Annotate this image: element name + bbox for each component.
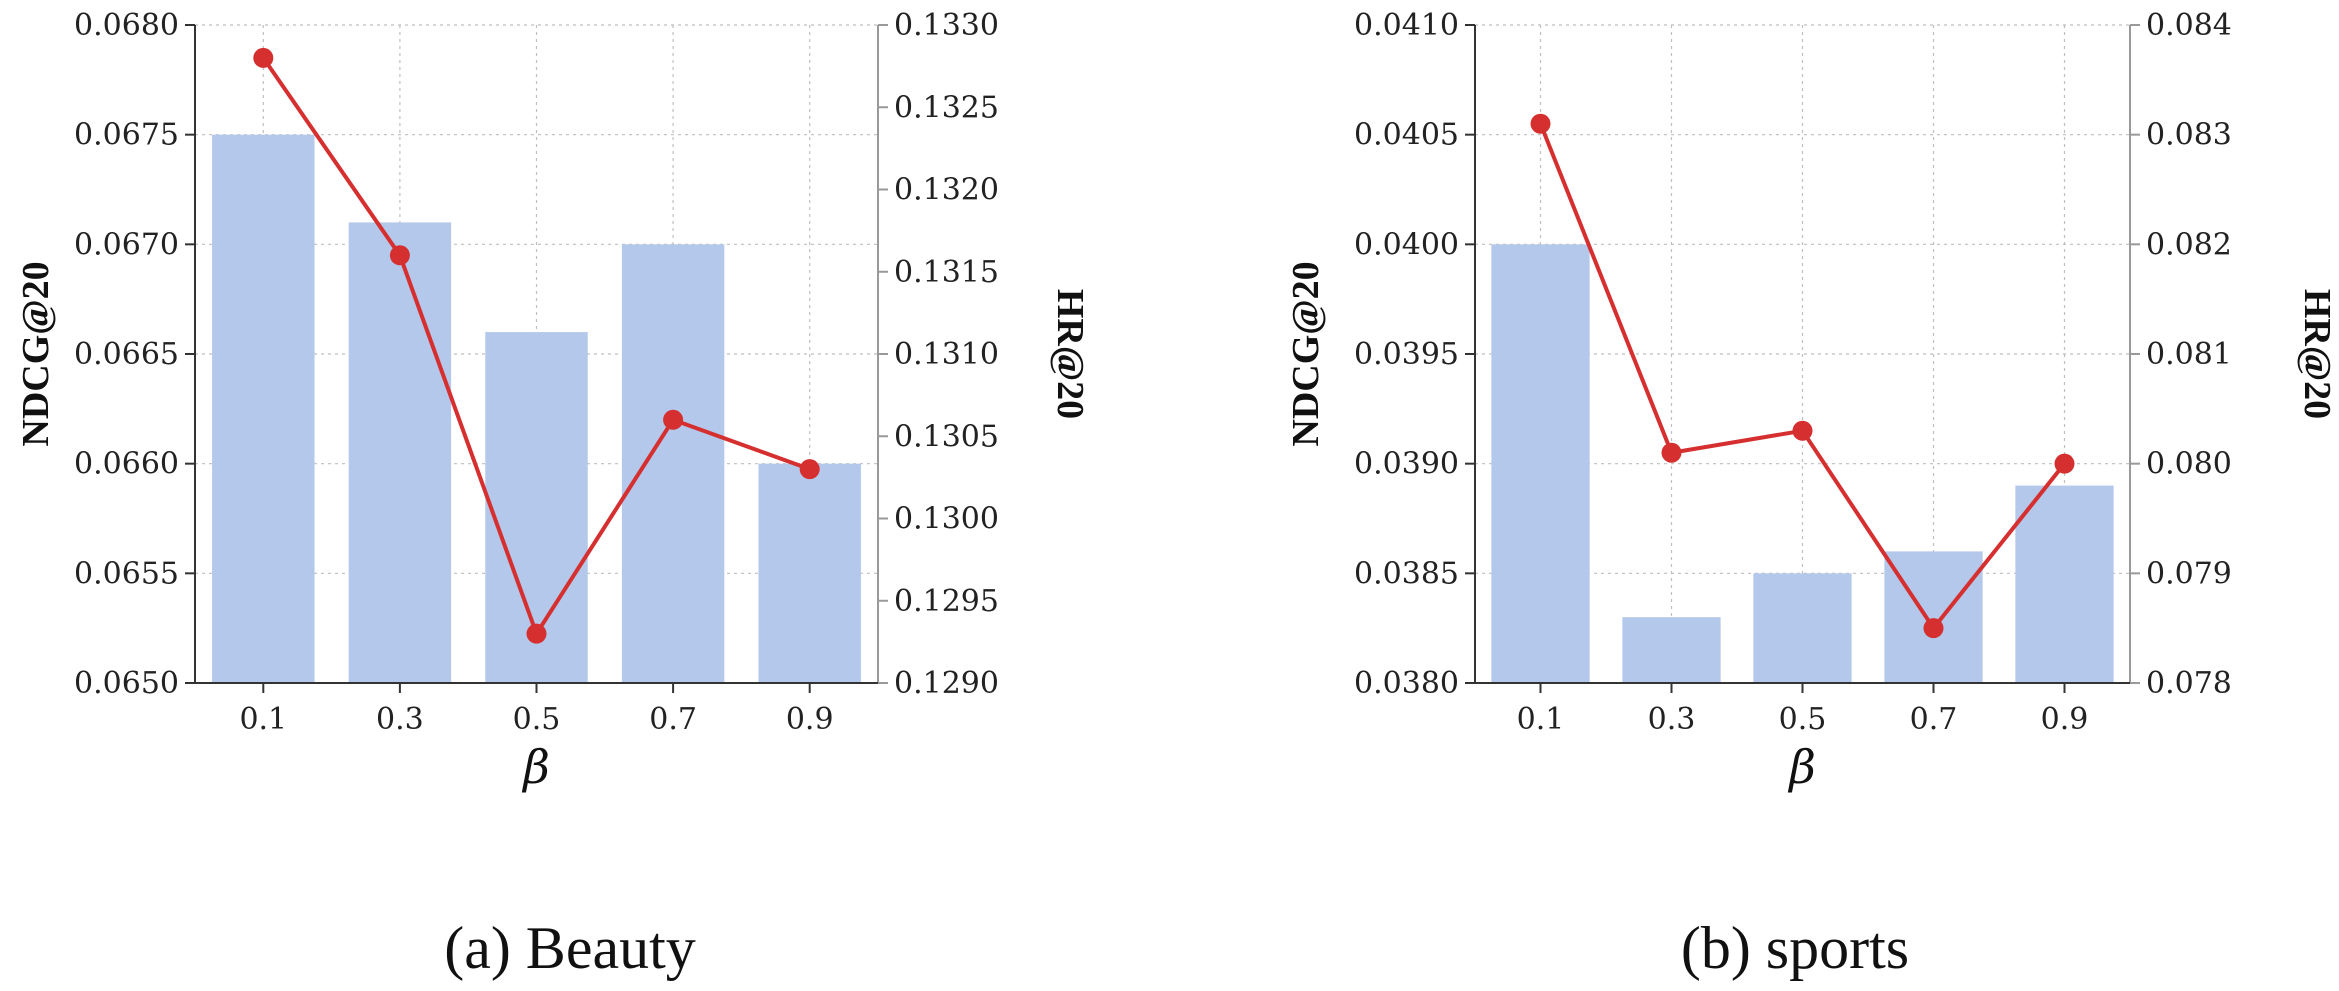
hr-point	[2054, 453, 2075, 474]
hr-point	[526, 623, 547, 644]
y-tick-label: 0.0675	[74, 118, 179, 153]
hr-point	[1923, 618, 1944, 639]
y-tick-label: 0.0390	[1354, 447, 1459, 482]
y-right-tick-label: 0.082	[2146, 227, 2232, 262]
hr-point	[799, 459, 820, 480]
y-right-axis-title: HR@20	[2296, 289, 2338, 419]
y-tick-label: 0.0380	[1354, 666, 1459, 701]
hr-point	[663, 409, 684, 430]
x-tick-label: 0.1	[1517, 702, 1565, 737]
x-axis-title: β	[1787, 740, 1816, 794]
y-tick-label: 0.0660	[74, 447, 179, 482]
x-axis-title: β	[521, 740, 550, 794]
y-tick-label: 0.0405	[1354, 118, 1459, 153]
hr-point	[389, 245, 410, 266]
x-tick-label: 0.9	[2041, 702, 2089, 737]
x-tick-label: 0.7	[649, 702, 697, 737]
x-tick-label: 0.7	[1910, 702, 1958, 737]
bar	[1884, 551, 1983, 683]
y-right-tick-label: 0.1300	[894, 502, 999, 537]
y-right-tick-label: 0.078	[2146, 666, 2232, 701]
bar	[1753, 573, 1852, 683]
y-tick-label: 0.0665	[74, 337, 179, 372]
x-tick-label: 0.3	[1648, 702, 1696, 737]
y-tick-label: 0.0410	[1354, 8, 1459, 43]
bar	[2015, 485, 2114, 683]
y-axis-title: NDCG@20	[1285, 261, 1327, 446]
x-tick-label: 0.9	[786, 702, 834, 737]
bar	[621, 244, 725, 684]
hr-point	[1792, 420, 1813, 441]
x-tick-label: 0.5	[513, 702, 561, 737]
y-tick-label: 0.0400	[1354, 227, 1459, 262]
y-right-tick-label: 0.1295	[894, 584, 999, 619]
panel-caption: (a) Beauty	[444, 915, 696, 981]
bar	[1491, 244, 1590, 684]
x-tick-label: 0.1	[239, 702, 287, 737]
y-right-axis-title: HR@20	[1049, 289, 1091, 419]
hr-point	[253, 47, 274, 68]
y-right-tick-label: 0.079	[2146, 556, 2232, 591]
y-right-tick-label: 0.083	[2146, 118, 2232, 153]
y-right-tick-label: 0.1320	[894, 173, 999, 208]
panel-caption: (b) sports	[1681, 915, 1909, 981]
y-right-tick-label: 0.1325	[894, 90, 999, 125]
hr-point	[1661, 442, 1682, 463]
y-right-tick-label: 0.1315	[894, 255, 999, 290]
hr-point	[1530, 113, 1551, 134]
bar	[758, 463, 861, 683]
y-tick-label: 0.0680	[74, 8, 179, 43]
y-right-tick-label: 0.1330	[894, 8, 999, 43]
x-tick-label: 0.5	[1779, 702, 1827, 737]
chart-panel-b: 0.0380 0.0385 0.0390 0.0395 0.0400 0.0405 0.04…	[1285, 8, 2338, 981]
y-right-tick-label: 0.081	[2146, 337, 2232, 372]
y-tick-label: 0.0655	[74, 556, 179, 591]
y-axis-title: NDCG@20	[15, 261, 57, 446]
chart-panel-a: 0.0650 0.0655 0.0660 0.0665 0.0670 0.0675 0.06…	[15, 8, 1091, 981]
bar	[348, 222, 452, 683]
bar	[1622, 617, 1721, 683]
y-right-tick-label: 0.1305	[894, 419, 999, 454]
y-right-tick-label: 0.1310	[894, 337, 999, 372]
x-tick-label: 0.3	[376, 702, 424, 737]
y-tick-label: 0.0650	[74, 666, 179, 701]
bar	[212, 134, 315, 683]
y-tick-label: 0.0395	[1354, 337, 1459, 372]
y-right-tick-label: 0.080	[2146, 447, 2232, 482]
y-right-tick-label: 0.1290	[894, 666, 999, 701]
y-tick-label: 0.0385	[1354, 556, 1459, 591]
y-right-tick-label: 0.084	[2146, 8, 2232, 43]
y-tick-label: 0.0670	[74, 227, 179, 262]
